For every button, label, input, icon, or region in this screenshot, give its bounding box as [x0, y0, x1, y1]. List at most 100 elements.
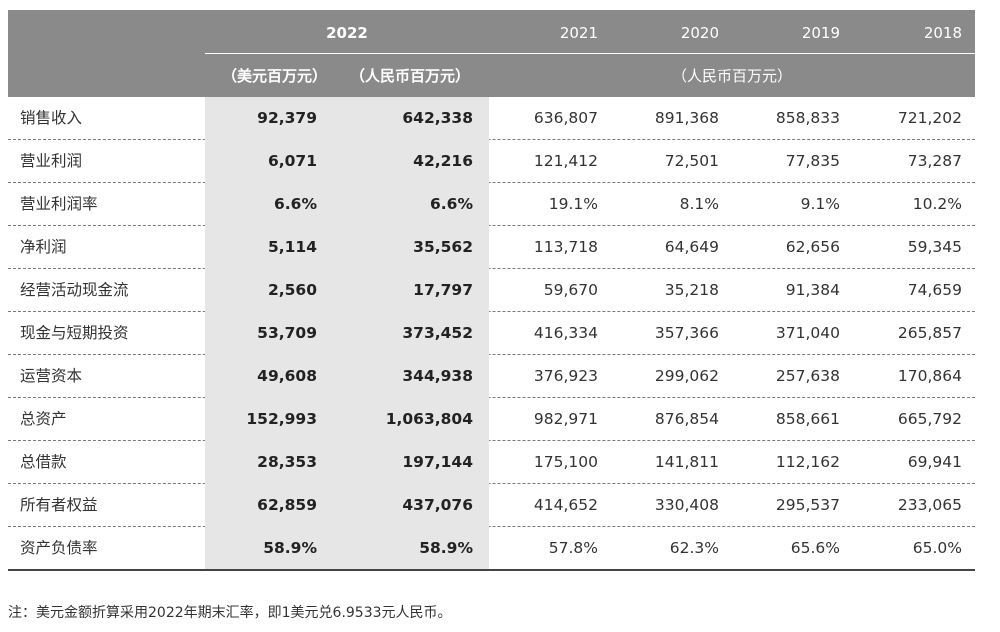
row-label: 现金与短期投资: [20, 324, 129, 342]
cell-rmb: 58.9%: [419, 539, 473, 557]
cell-rmb: 42,216: [413, 152, 473, 170]
cell-2021: 19.1%: [548, 195, 598, 213]
cell-2019: 91,384: [785, 281, 840, 299]
cell-2019: 62,656: [785, 238, 840, 256]
cell-2019: 112,162: [775, 453, 840, 471]
cell-2018: 170,864: [897, 367, 962, 385]
highlight-2022-column: [205, 484, 489, 527]
cell-2021: 175,100: [533, 453, 598, 471]
row-label: 总借款: [20, 453, 67, 471]
cell-2021: 414,652: [533, 496, 598, 514]
table-row: 所有者权益 62,859 437,076 414,652 330,408 295,537 2…: [8, 484, 975, 527]
header-year-2021: 2021: [559, 24, 598, 42]
table-row: 现金与短期投资 53,709 373,452 416,334 357,366 371,04…: [8, 312, 975, 355]
cell-2020: 891,368: [654, 109, 719, 127]
cell-2019: 77,835: [785, 152, 840, 170]
row-label: 经营活动现金流: [20, 281, 129, 299]
row-label: 所有者权益: [20, 496, 98, 514]
cell-2020: 64,649: [664, 238, 719, 256]
cell-2020: 330,408: [654, 496, 719, 514]
table-row: 净利润 5,114 35,562 113,718 64,649 62,656 59,345: [8, 226, 975, 269]
cell-rmb: 6.6%: [430, 195, 473, 213]
cell-2019: 65.6%: [790, 539, 840, 557]
cell-rmb: 642,338: [402, 109, 473, 127]
row-label: 销售收入: [20, 109, 83, 127]
cell-rmb: 197,144: [402, 453, 473, 471]
table-row: 营业利润 6,071 42,216 121,412 72,501 77,835 73,287: [8, 140, 975, 183]
cell-2019: 858,833: [775, 109, 840, 127]
table-body: 销售收入 92,379 642,338 636,807 891,368 858,833 72…: [8, 97, 975, 571]
cell-2018: 65.0%: [912, 539, 962, 557]
cell-rmb: 17,797: [413, 281, 473, 299]
header-year-2018: 2018: [923, 24, 962, 42]
header-usd-unit: （美元百万元）: [222, 67, 328, 85]
highlight-2022-column: [205, 312, 489, 355]
highlight-2022-column: [205, 97, 489, 140]
cell-rmb: 437,076: [402, 496, 473, 514]
cell-2019: 295,537: [775, 496, 840, 514]
cell-usd: 62,859: [257, 496, 317, 514]
highlight-2022-column: [205, 441, 489, 484]
cell-usd: 6.6%: [274, 195, 317, 213]
cell-2021: 121,412: [533, 152, 598, 170]
highlight-2022-column: [205, 527, 489, 569]
table-row: 销售收入 92,379 642,338 636,807 891,368 858,833 72…: [8, 97, 975, 140]
cell-usd: 2,560: [267, 281, 317, 299]
cell-2020: 357,366: [654, 324, 719, 342]
cell-usd: 92,379: [257, 109, 317, 127]
cell-2021: 982,971: [533, 410, 598, 428]
table-row: 资产负债率 58.9% 58.9% 57.8% 62.3% 65.6% 65.0%: [8, 527, 975, 571]
cell-2018: 721,202: [897, 109, 962, 127]
cell-2018: 59,345: [907, 238, 962, 256]
cell-2020: 62.3%: [669, 539, 719, 557]
cell-usd: 49,608: [257, 367, 317, 385]
cell-usd: 152,993: [246, 410, 317, 428]
cell-rmb: 373,452: [402, 324, 473, 342]
financial-summary-table: 2022 2021 2020 2019 2018 （美元百万元） （人民币百万元…: [8, 10, 975, 571]
cell-2021: 113,718: [533, 238, 598, 256]
cell-2021: 376,923: [533, 367, 598, 385]
table-row: 经营活动现金流 2,560 17,797 59,670 35,218 91,384 74,6…: [8, 269, 975, 312]
row-label: 净利润: [20, 238, 67, 256]
cell-usd: 28,353: [257, 453, 317, 471]
cell-2021: 416,334: [533, 324, 598, 342]
footnote: 注：美元金额折算采用2022年期末汇率，即1美元兑6.9533元人民币。: [8, 605, 452, 621]
table-row: 总资产 152,993 1,063,804 982,971 876,854 858,661…: [8, 398, 975, 441]
cell-2018: 233,065: [897, 496, 962, 514]
cell-2019: 9.1%: [800, 195, 840, 213]
row-label: 营业利润率: [20, 195, 98, 213]
highlight-2022-column: [205, 226, 489, 269]
cell-2021: 59,670: [543, 281, 598, 299]
cell-usd: 5,114: [267, 238, 317, 256]
cell-2019: 257,638: [775, 367, 840, 385]
cell-2020: 35,218: [664, 281, 719, 299]
cell-rmb: 344,938: [402, 367, 473, 385]
highlight-2022-column: [205, 140, 489, 183]
table-header: 2022 2021 2020 2019 2018 （美元百万元） （人民币百万元…: [8, 10, 975, 97]
highlight-2022-column: [205, 398, 489, 441]
cell-usd: 6,071: [267, 152, 317, 170]
cell-2021: 57.8%: [548, 539, 598, 557]
header-year-2022: 2022: [326, 24, 368, 42]
highlight-2022-column: [205, 269, 489, 312]
cell-2020: 141,811: [654, 453, 719, 471]
cell-rmb: 35,562: [413, 238, 473, 256]
cell-usd: 58.9%: [263, 539, 317, 557]
cell-2018: 74,659: [907, 281, 962, 299]
row-label: 运营资本: [20, 367, 83, 385]
cell-2019: 858,661: [775, 410, 840, 428]
table-row: 营业利润率 6.6% 6.6% 19.1% 8.1% 9.1% 10.2%: [8, 183, 975, 226]
cell-2018: 265,857: [897, 324, 962, 342]
cell-2018: 73,287: [907, 152, 962, 170]
header-divider-prior: [489, 53, 975, 54]
header-divider-2022: [205, 53, 489, 54]
cell-2020: 299,062: [654, 367, 719, 385]
table-row: 总借款 28,353 197,144 175,100 141,811 112,162 69,…: [8, 441, 975, 484]
cell-rmb: 1,063,804: [385, 410, 473, 428]
cell-usd: 53,709: [257, 324, 317, 342]
header-rmb-unit: （人民币百万元）: [350, 67, 471, 85]
cell-2018: 69,941: [907, 453, 962, 471]
row-label: 营业利润: [20, 152, 83, 170]
row-label: 总资产: [20, 410, 67, 428]
cell-2021: 636,807: [533, 109, 598, 127]
